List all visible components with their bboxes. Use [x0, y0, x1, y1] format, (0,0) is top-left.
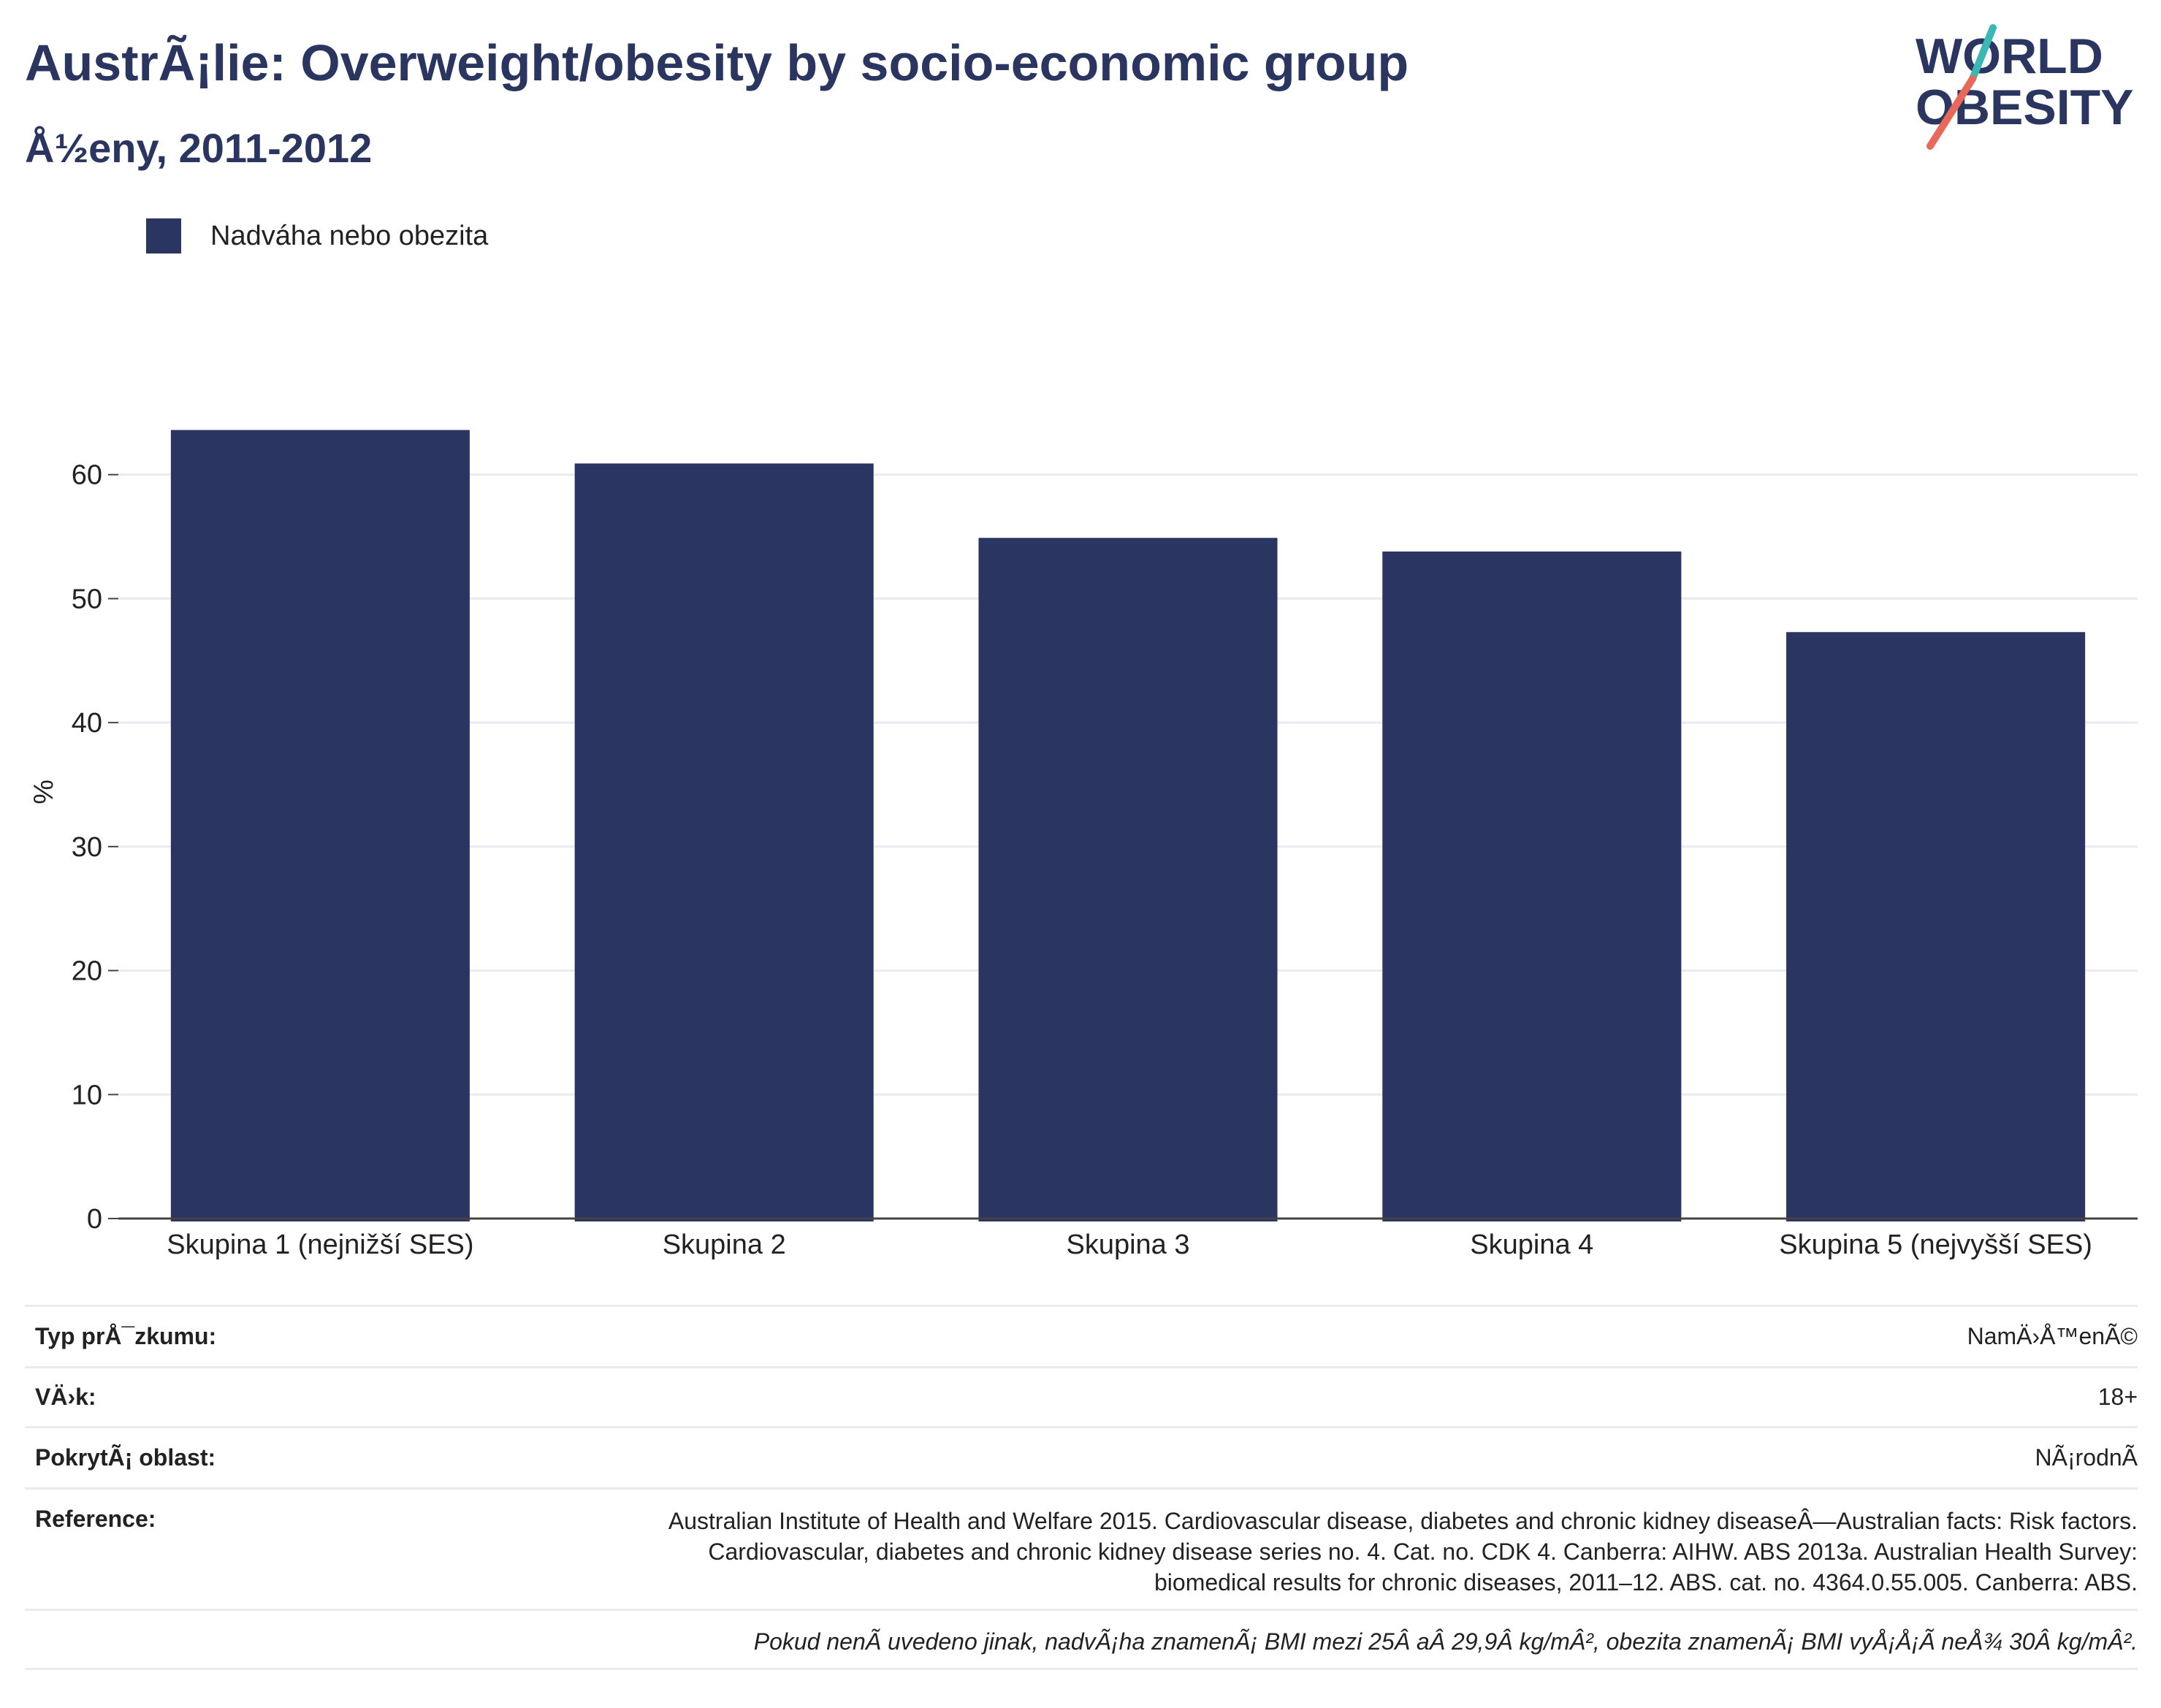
meta-key: VÄ›k: — [35, 1384, 96, 1410]
legend-swatch — [146, 218, 181, 253]
meta-value: 18+ — [2097, 1384, 2138, 1410]
meta-row-coverage: PokrytÃ¡ oblast: NÃ¡rodnÃ — [25, 1426, 2138, 1487]
world-obesity-logo: WORLD OBESITY — [1916, 24, 2134, 150]
bar — [978, 538, 1278, 1221]
logo-slash-teal — [1969, 24, 1997, 83]
x-tick-label: Skupina 4 — [1470, 1229, 1593, 1260]
x-tick-label: Skupina 3 — [1066, 1229, 1189, 1260]
bar — [574, 463, 874, 1222]
y-tick-label: 20 — [72, 956, 102, 987]
meta-value: NamÄ›Å™enÃ© — [1967, 1323, 2138, 1349]
meta-value: Australian Institute of Health and Welfa… — [668, 1508, 2138, 1595]
chart-title: AustrÃ¡lie: Overweight/obesity by socio-… — [25, 34, 1409, 91]
y-tick-label: 60 — [72, 460, 102, 491]
y-tick-label: 40 — [72, 708, 102, 739]
meta-key: Typ prÅ¯zkumu: — [35, 1323, 217, 1349]
metadata-table: Typ prÅ¯zkumu: NamÄ›Å™enÃ© VÄ›k: 18+ Pok… — [25, 1305, 2138, 1670]
y-tick-label: 50 — [72, 584, 102, 614]
y-tick-label: 30 — [72, 832, 102, 863]
logo-slash-coral — [1926, 75, 1976, 150]
meta-row-reference: Reference: Australian Institute of Healt… — [25, 1487, 2138, 1609]
chart-subtitle: Å½eny, 2011-2012 — [25, 125, 373, 171]
meta-row-age: VÄ›k: 18+ — [25, 1366, 2138, 1426]
y-axis-title: % — [28, 779, 59, 804]
meta-key: Reference: — [35, 1506, 156, 1532]
meta-key: PokrytÃ¡ oblast: — [35, 1444, 216, 1471]
y-tick-label: 10 — [72, 1080, 102, 1110]
bar — [1786, 632, 2086, 1221]
legend: Nadváha nebo obezita — [146, 218, 488, 254]
x-tick-label: Skupina 5 (nejvyšší SES) — [1779, 1229, 2092, 1260]
x-tick-label: Skupina 2 — [663, 1229, 786, 1260]
legend-label: Nadváha nebo obezita — [210, 220, 489, 251]
y-tick-label: 0 — [87, 1204, 102, 1235]
meta-value: NÃ¡rodnÃ — [2035, 1444, 2138, 1471]
meta-row-survey-type: Typ prÅ¯zkumu: NamÄ›Å™enÃ© — [25, 1305, 2138, 1366]
logo-line-1: WORLD — [1916, 28, 2103, 84]
x-tick-label: Skupina 1 (nejnižší SES) — [167, 1229, 473, 1260]
bar — [1382, 551, 1682, 1221]
bar — [170, 430, 470, 1221]
bar-chart: 0 10 20 30 40 50 60% Skupina 1 (nejnižší SES) Sk… — [28, 430, 2138, 1260]
meta-note: Pokud nenÃ uvedeno jinak, nadvÃ¡ha zname… — [25, 1609, 2138, 1670]
